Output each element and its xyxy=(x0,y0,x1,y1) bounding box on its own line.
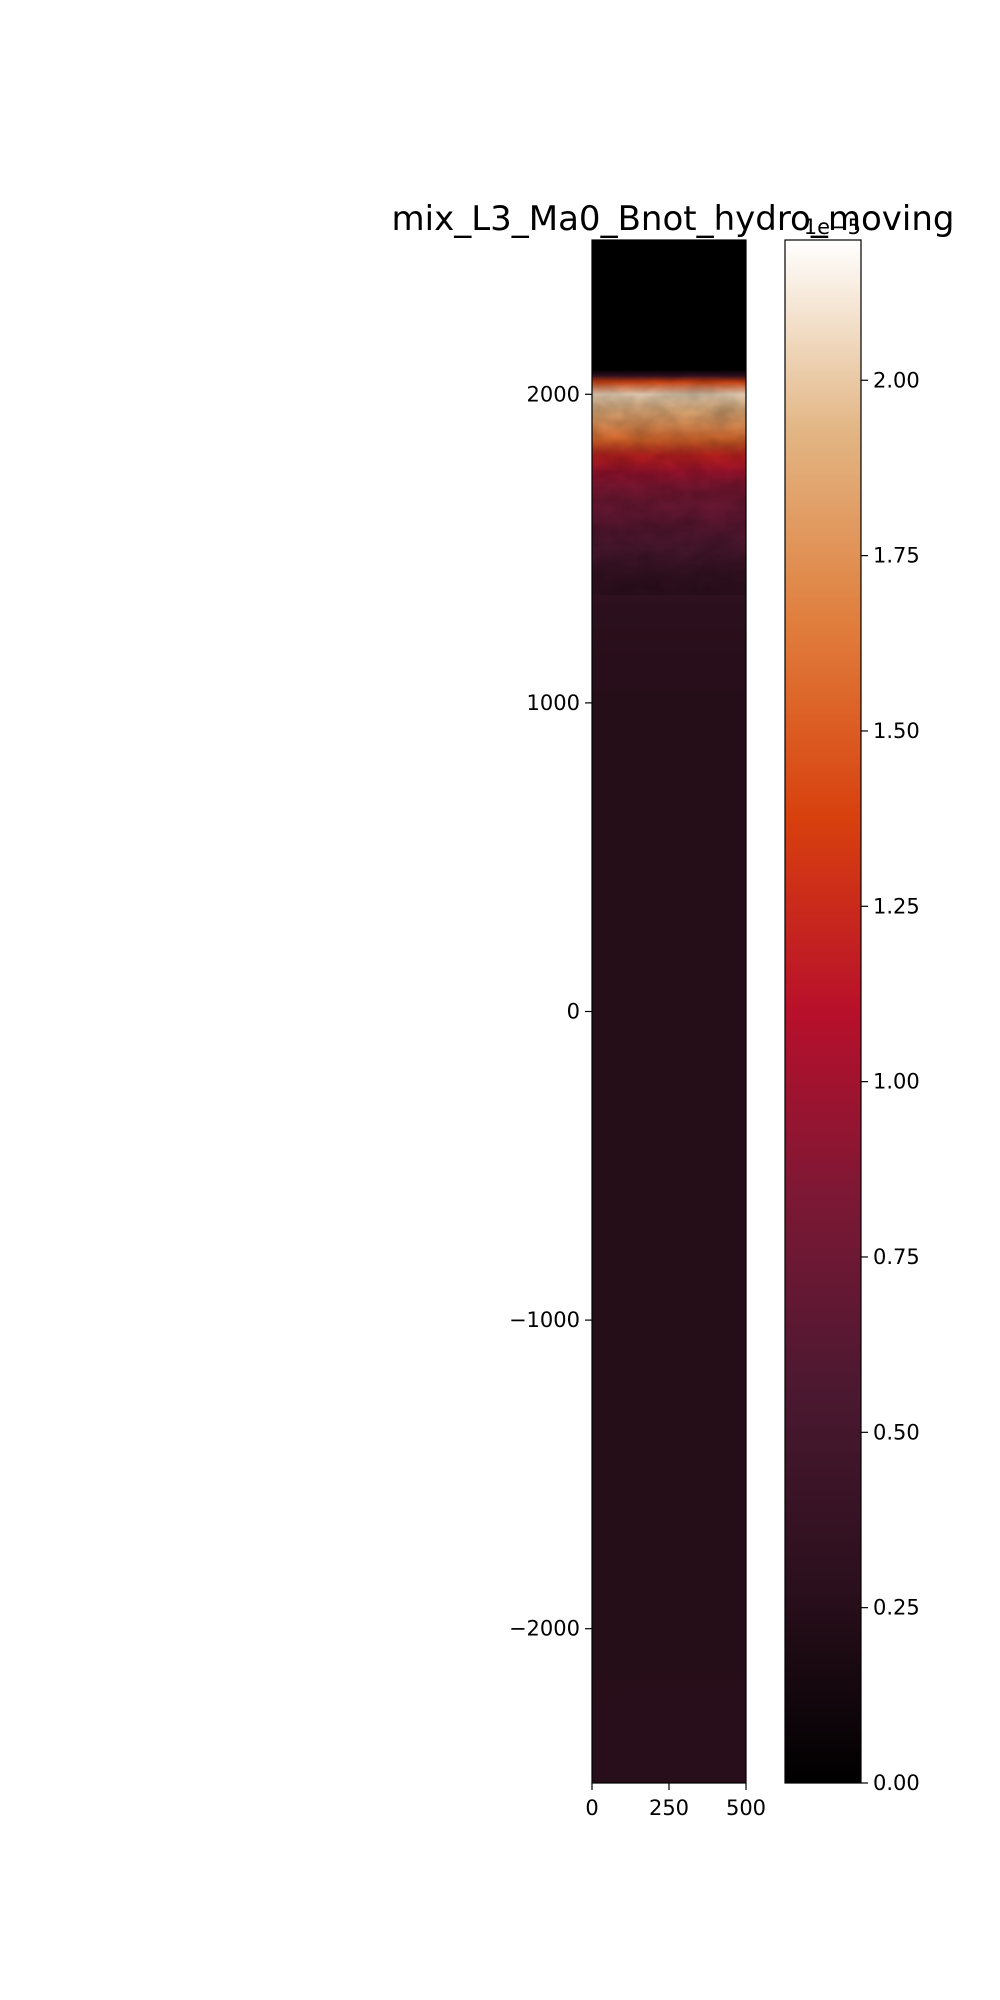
x-axis: 0 250 500 xyxy=(585,1783,766,1820)
plot-area: 0 250 500 2000 1000 0 −1000 −2000 xyxy=(509,239,766,1820)
y-tick-label: 0 xyxy=(567,1000,580,1024)
colorbar-tick-label: 0.75 xyxy=(873,1245,920,1269)
heatmap-texture xyxy=(592,369,746,595)
y-tick-label: −2000 xyxy=(509,1617,580,1641)
chart-title: mix_L3_Ma0_Bnot_hydro_moving xyxy=(392,199,955,239)
x-tick-label: 250 xyxy=(649,1796,689,1820)
colorbar-scale xyxy=(785,240,861,1783)
colorbar-tick-label: 0.25 xyxy=(873,1596,920,1620)
colorbar-multiplier: 1e−5 xyxy=(804,215,861,239)
colorbar-tick-label: 1.00 xyxy=(873,1070,920,1094)
y-tick-label: 1000 xyxy=(527,691,580,715)
y-axis: 2000 1000 0 −1000 −2000 xyxy=(509,382,592,1641)
colorbar-tick-label: 2.00 xyxy=(873,368,920,392)
x-tick-label: 500 xyxy=(726,1796,766,1820)
colorbar-tick-label: 0.50 xyxy=(873,1420,920,1444)
y-tick-label: 2000 xyxy=(527,382,580,406)
colorbar-frame xyxy=(784,239,862,1784)
colorbar-tick-label: 1.50 xyxy=(873,719,920,743)
colorbar-tick-label: 0.00 xyxy=(873,1771,920,1795)
colorbar-tick-label: 1.75 xyxy=(873,544,920,568)
colorbar-tick-label: 1.25 xyxy=(873,894,920,918)
colorbar: 1e−5 0.00 0.25 0.50 0.75 1.00 1.25 1.50 1.75 2.0… xyxy=(784,215,920,1795)
x-tick-label: 0 xyxy=(585,1796,598,1820)
colorbar-ticks: 0.00 0.25 0.50 0.75 1.00 1.25 1.50 1.75 2.00 xyxy=(861,368,920,1795)
y-tick-label: −1000 xyxy=(509,1308,580,1332)
